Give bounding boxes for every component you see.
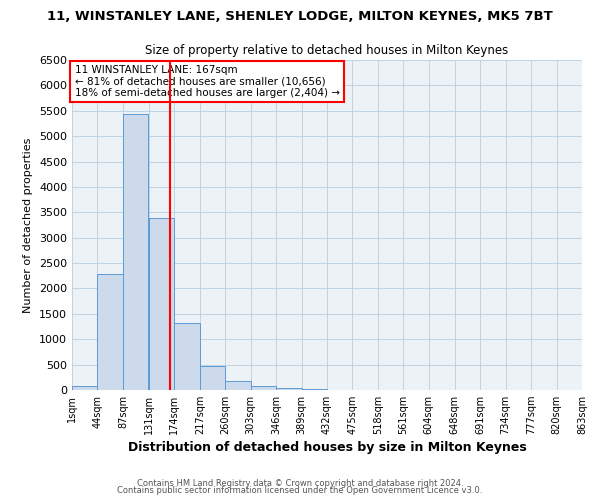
Bar [97, 274, 123, 390]
Text: Contains HM Land Registry data © Crown copyright and database right 2024.: Contains HM Land Registry data © Crown c… [137, 478, 463, 488]
Title: Size of property relative to detached houses in Milton Keynes: Size of property relative to detached ho… [145, 44, 509, 58]
Bar [149, 218, 175, 390]
Text: Contains public sector information licensed under the Open Government Licence v3: Contains public sector information licen… [118, 486, 482, 495]
Y-axis label: Number of detached properties: Number of detached properties [23, 138, 34, 312]
Bar [175, 323, 200, 390]
Text: 11, WINSTANLEY LANE, SHENLEY LODGE, MILTON KEYNES, MK5 7BT: 11, WINSTANLEY LANE, SHENLEY LODGE, MILT… [47, 10, 553, 23]
Bar [225, 380, 251, 390]
Text: 11 WINSTANLEY LANE: 167sqm
← 81% of detached houses are smaller (10,656)
18% of : 11 WINSTANLEY LANE: 167sqm ← 81% of deta… [74, 65, 340, 98]
X-axis label: Distribution of detached houses by size in Milton Keynes: Distribution of detached houses by size … [128, 442, 526, 454]
Bar [251, 386, 276, 390]
Bar [200, 366, 225, 390]
Bar [72, 386, 97, 390]
Bar [123, 114, 148, 390]
Bar [276, 388, 302, 390]
